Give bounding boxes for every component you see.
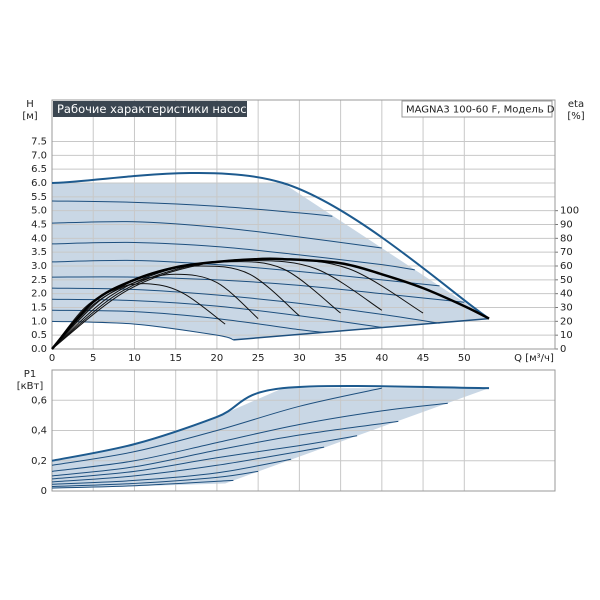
x-tick-label: 20: [211, 353, 224, 364]
y-tick-label: 0: [41, 486, 47, 497]
title-box: [53, 101, 247, 117]
y-tick-label: 6.0: [31, 178, 47, 189]
curve: [51, 309, 325, 333]
curve: [51, 171, 490, 320]
x-tick-label: 45: [417, 353, 430, 364]
operating-area: [52, 388, 490, 489]
model-label: MAGNA3 100-60 F, Модель D: [406, 105, 555, 116]
curve: [51, 241, 415, 271]
curve: [51, 276, 465, 303]
x-tick-label: 50: [458, 353, 471, 364]
y-tick-label: 3.5: [31, 247, 47, 258]
y-axis-unit: [кВт]: [17, 381, 44, 392]
y-axis-unit: [м]: [22, 111, 37, 122]
y-tick-label: 0,6: [31, 395, 47, 406]
y2-tick-label: 30: [560, 303, 573, 314]
y2-tick-label: 60: [560, 261, 573, 272]
x-tick-label: 15: [169, 353, 182, 364]
x-tick-label: 35: [334, 353, 347, 364]
y-tick-label: 2.5: [31, 275, 47, 286]
curve: [51, 385, 490, 462]
curve: [51, 298, 382, 328]
curve: [51, 287, 440, 324]
y-axis-label: H: [26, 99, 34, 110]
curve: [51, 200, 333, 217]
curve: [51, 257, 490, 350]
y-tick-label: 1.5: [31, 303, 47, 314]
y-tick-label: 4.0: [31, 233, 47, 244]
y2-tick-label: 40: [560, 289, 573, 300]
chart-title: Рабочие характеристики насоса: [57, 102, 254, 116]
x-tick-label: 25: [252, 353, 265, 364]
curve: [51, 479, 234, 489]
y2-tick-label: 80: [560, 233, 573, 244]
model-box: [401, 100, 553, 118]
x-tick-label: 30: [293, 353, 306, 364]
y-axis-label: P1: [24, 369, 36, 380]
plot-frame: [51, 369, 556, 492]
y-tick-label: 4.5: [31, 220, 47, 231]
x-tick-label: 40: [375, 353, 388, 364]
curve: [51, 435, 358, 480]
curve: [233, 317, 490, 341]
y2-tick-label: 100: [560, 206, 579, 217]
y2-axis-unit: [%]: [567, 111, 584, 122]
curve: [51, 320, 234, 341]
plot-frame: [51, 99, 556, 350]
y-tick-label: 2.0: [31, 289, 47, 300]
y2-tick-label: 70: [560, 247, 573, 258]
curve: [51, 221, 382, 249]
y2-tick-label: 90: [560, 220, 573, 231]
y2-tick-label: 50: [560, 275, 573, 286]
curve: [51, 446, 325, 483]
y-tick-label: 0,2: [31, 456, 47, 467]
y-tick-label: 3.0: [31, 261, 47, 272]
x-tick-label: 0: [49, 353, 55, 364]
x-tick-label: 5: [90, 353, 96, 364]
curve: [51, 402, 448, 472]
curve: [51, 470, 259, 487]
y-tick-label: 5.0: [31, 206, 47, 217]
curve: [51, 420, 399, 477]
y-tick-label: 6.5: [31, 164, 47, 175]
y2-tick-label: 0: [560, 344, 566, 355]
y-tick-label: 5.5: [31, 192, 47, 203]
x-tick-label: 10: [128, 353, 141, 364]
y-tick-label: 0.5: [31, 330, 47, 341]
y-tick-label: 0,4: [31, 426, 47, 437]
curve: [51, 458, 292, 485]
curve: [51, 259, 440, 287]
x-axis-label: Q [м³/ч]: [514, 353, 554, 364]
y-tick-label: 7.5: [31, 137, 47, 148]
curve: [51, 387, 382, 466]
y2-tick-label: 20: [560, 316, 573, 327]
operating-area: [52, 183, 490, 340]
y-tick-label: 1.0: [31, 316, 47, 327]
y2-axis-label: eta: [568, 99, 584, 110]
y2-tick-label: 10: [560, 330, 573, 341]
y-tick-label: 7.0: [31, 150, 47, 161]
y-tick-label: 0.0: [31, 344, 47, 355]
